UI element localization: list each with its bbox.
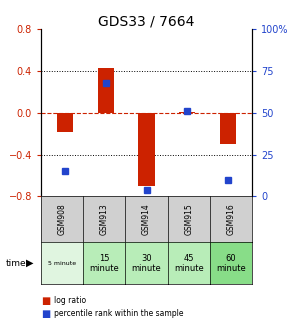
Text: GSM916: GSM916 (226, 203, 235, 235)
Text: ■: ■ (41, 309, 50, 319)
Bar (98, 68, 114, 113)
Bar (179, 112, 195, 113)
Text: ■: ■ (41, 296, 50, 306)
Bar (138, 113, 155, 186)
Text: GSM914: GSM914 (142, 203, 151, 235)
Text: 5 minute: 5 minute (48, 261, 76, 266)
Text: percentile rank within the sample: percentile rank within the sample (54, 309, 184, 318)
Text: 60
minute: 60 minute (216, 253, 246, 273)
Text: log ratio: log ratio (54, 296, 86, 305)
Text: GSM913: GSM913 (100, 203, 109, 235)
Text: 45
minute: 45 minute (174, 253, 204, 273)
Text: GDS33 / 7664: GDS33 / 7664 (98, 15, 195, 29)
Text: time: time (6, 259, 26, 268)
Bar (219, 113, 236, 144)
Text: GSM908: GSM908 (58, 203, 67, 235)
Bar (57, 113, 74, 131)
Text: 30
minute: 30 minute (132, 253, 161, 273)
Text: GSM915: GSM915 (184, 203, 193, 235)
Text: 15
minute: 15 minute (89, 253, 119, 273)
Text: ▶: ▶ (26, 258, 34, 268)
